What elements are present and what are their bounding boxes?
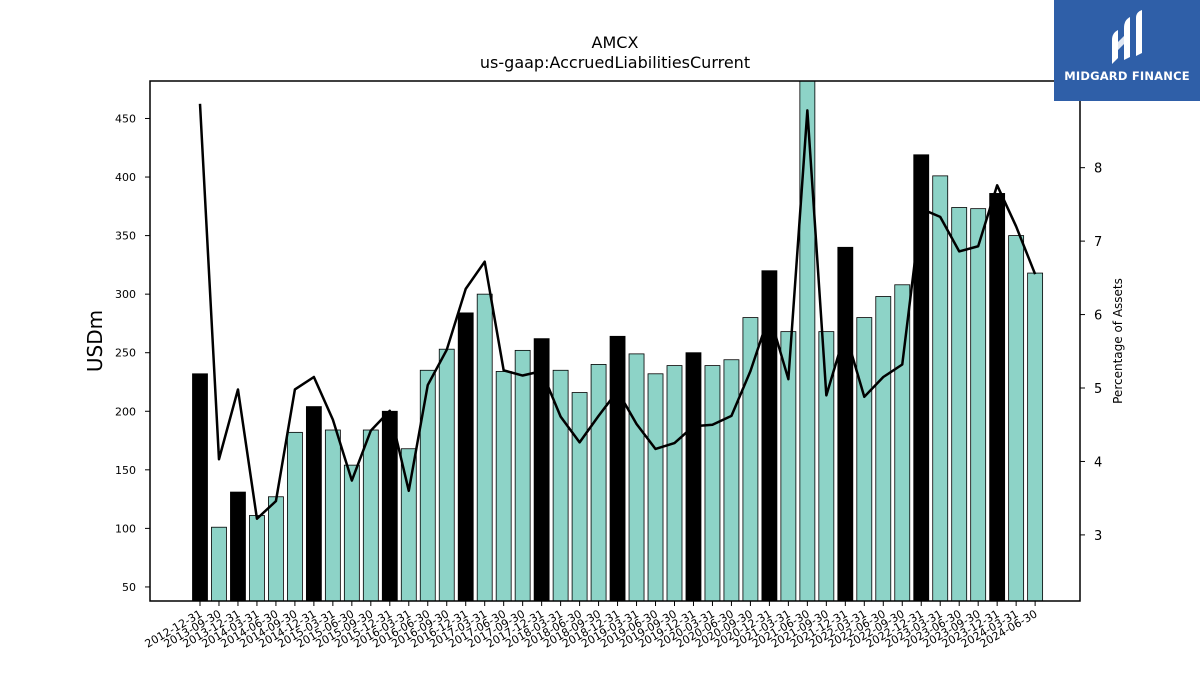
bar xyxy=(1008,235,1025,602)
bar xyxy=(324,429,341,602)
bar xyxy=(970,208,987,602)
y-tick-label: 450 xyxy=(115,112,136,125)
midgard-m-logo-icon xyxy=(1112,10,1142,64)
bar xyxy=(799,80,816,602)
bar xyxy=(305,406,322,602)
brand-name: MIDGARD FINANCE xyxy=(1064,69,1190,83)
y2-tick-label: 3 xyxy=(1094,529,1102,544)
bar xyxy=(343,464,360,602)
y-tick-label: 250 xyxy=(115,347,136,360)
y2-tick-label: 5 xyxy=(1094,382,1102,397)
bar xyxy=(704,365,721,602)
y2-tick-label: 6 xyxy=(1094,309,1102,324)
chart-title: AMCX xyxy=(592,33,639,52)
bar xyxy=(286,431,303,602)
bar xyxy=(230,491,246,602)
x-axis: 2012-12-312013-09-302013-12-312014-03-31… xyxy=(143,601,1040,651)
bar xyxy=(609,335,626,602)
bar xyxy=(723,359,740,602)
bar xyxy=(1027,272,1044,602)
bar xyxy=(192,373,208,602)
bar xyxy=(666,365,683,602)
bar xyxy=(419,369,436,602)
bar xyxy=(913,154,930,602)
bar xyxy=(381,410,398,602)
y-tick-label: 150 xyxy=(115,464,136,477)
bar xyxy=(438,348,455,602)
bar xyxy=(590,364,607,602)
y2-tick-label: 4 xyxy=(1094,455,1102,470)
bar xyxy=(457,312,474,602)
brand-logo: MIDGARD FINANCE xyxy=(1054,0,1200,101)
bar xyxy=(742,317,759,602)
bar xyxy=(362,429,379,602)
y2-axis-label: Percentage of Assets xyxy=(1111,278,1125,404)
bar xyxy=(761,270,778,602)
bar xyxy=(837,246,854,602)
y-tick-label: 350 xyxy=(115,230,136,243)
y-tick-label: 50 xyxy=(122,581,136,594)
y-tick-label: 100 xyxy=(115,522,136,535)
bar xyxy=(571,392,588,602)
bar xyxy=(818,331,835,602)
bar xyxy=(875,296,892,602)
bar-series xyxy=(192,80,1044,602)
left-axis: 50 100 150 200 250 300 350 400 450 xyxy=(115,112,150,594)
bar xyxy=(628,353,645,602)
y2-tick-label: 8 xyxy=(1094,162,1102,177)
bar xyxy=(268,496,284,602)
y-tick-label: 200 xyxy=(115,405,136,418)
bar xyxy=(685,352,702,602)
bar xyxy=(495,371,512,602)
bar xyxy=(514,349,531,602)
y-axis-label: USDm xyxy=(83,310,107,372)
line-percentage-of-assets xyxy=(198,103,1037,520)
bar xyxy=(894,284,911,602)
y2-tick-label: 7 xyxy=(1094,235,1102,250)
bar xyxy=(989,193,1006,602)
bar xyxy=(932,175,949,602)
y-tick-label: 300 xyxy=(115,288,136,301)
plot-frame xyxy=(149,80,1081,602)
line-series xyxy=(198,103,1037,520)
right-axis: 3 4 5 6 7 8 xyxy=(1080,162,1102,544)
y-tick-label: 400 xyxy=(115,171,136,184)
bar xyxy=(647,373,664,602)
bar xyxy=(533,338,550,602)
bar xyxy=(951,207,968,602)
bar xyxy=(476,293,493,602)
bar xyxy=(249,515,265,602)
bar xyxy=(211,526,227,602)
chart-subtitle: us-gaap:AccruedLiabilitiesCurrent xyxy=(480,53,750,72)
bar xyxy=(856,317,873,602)
